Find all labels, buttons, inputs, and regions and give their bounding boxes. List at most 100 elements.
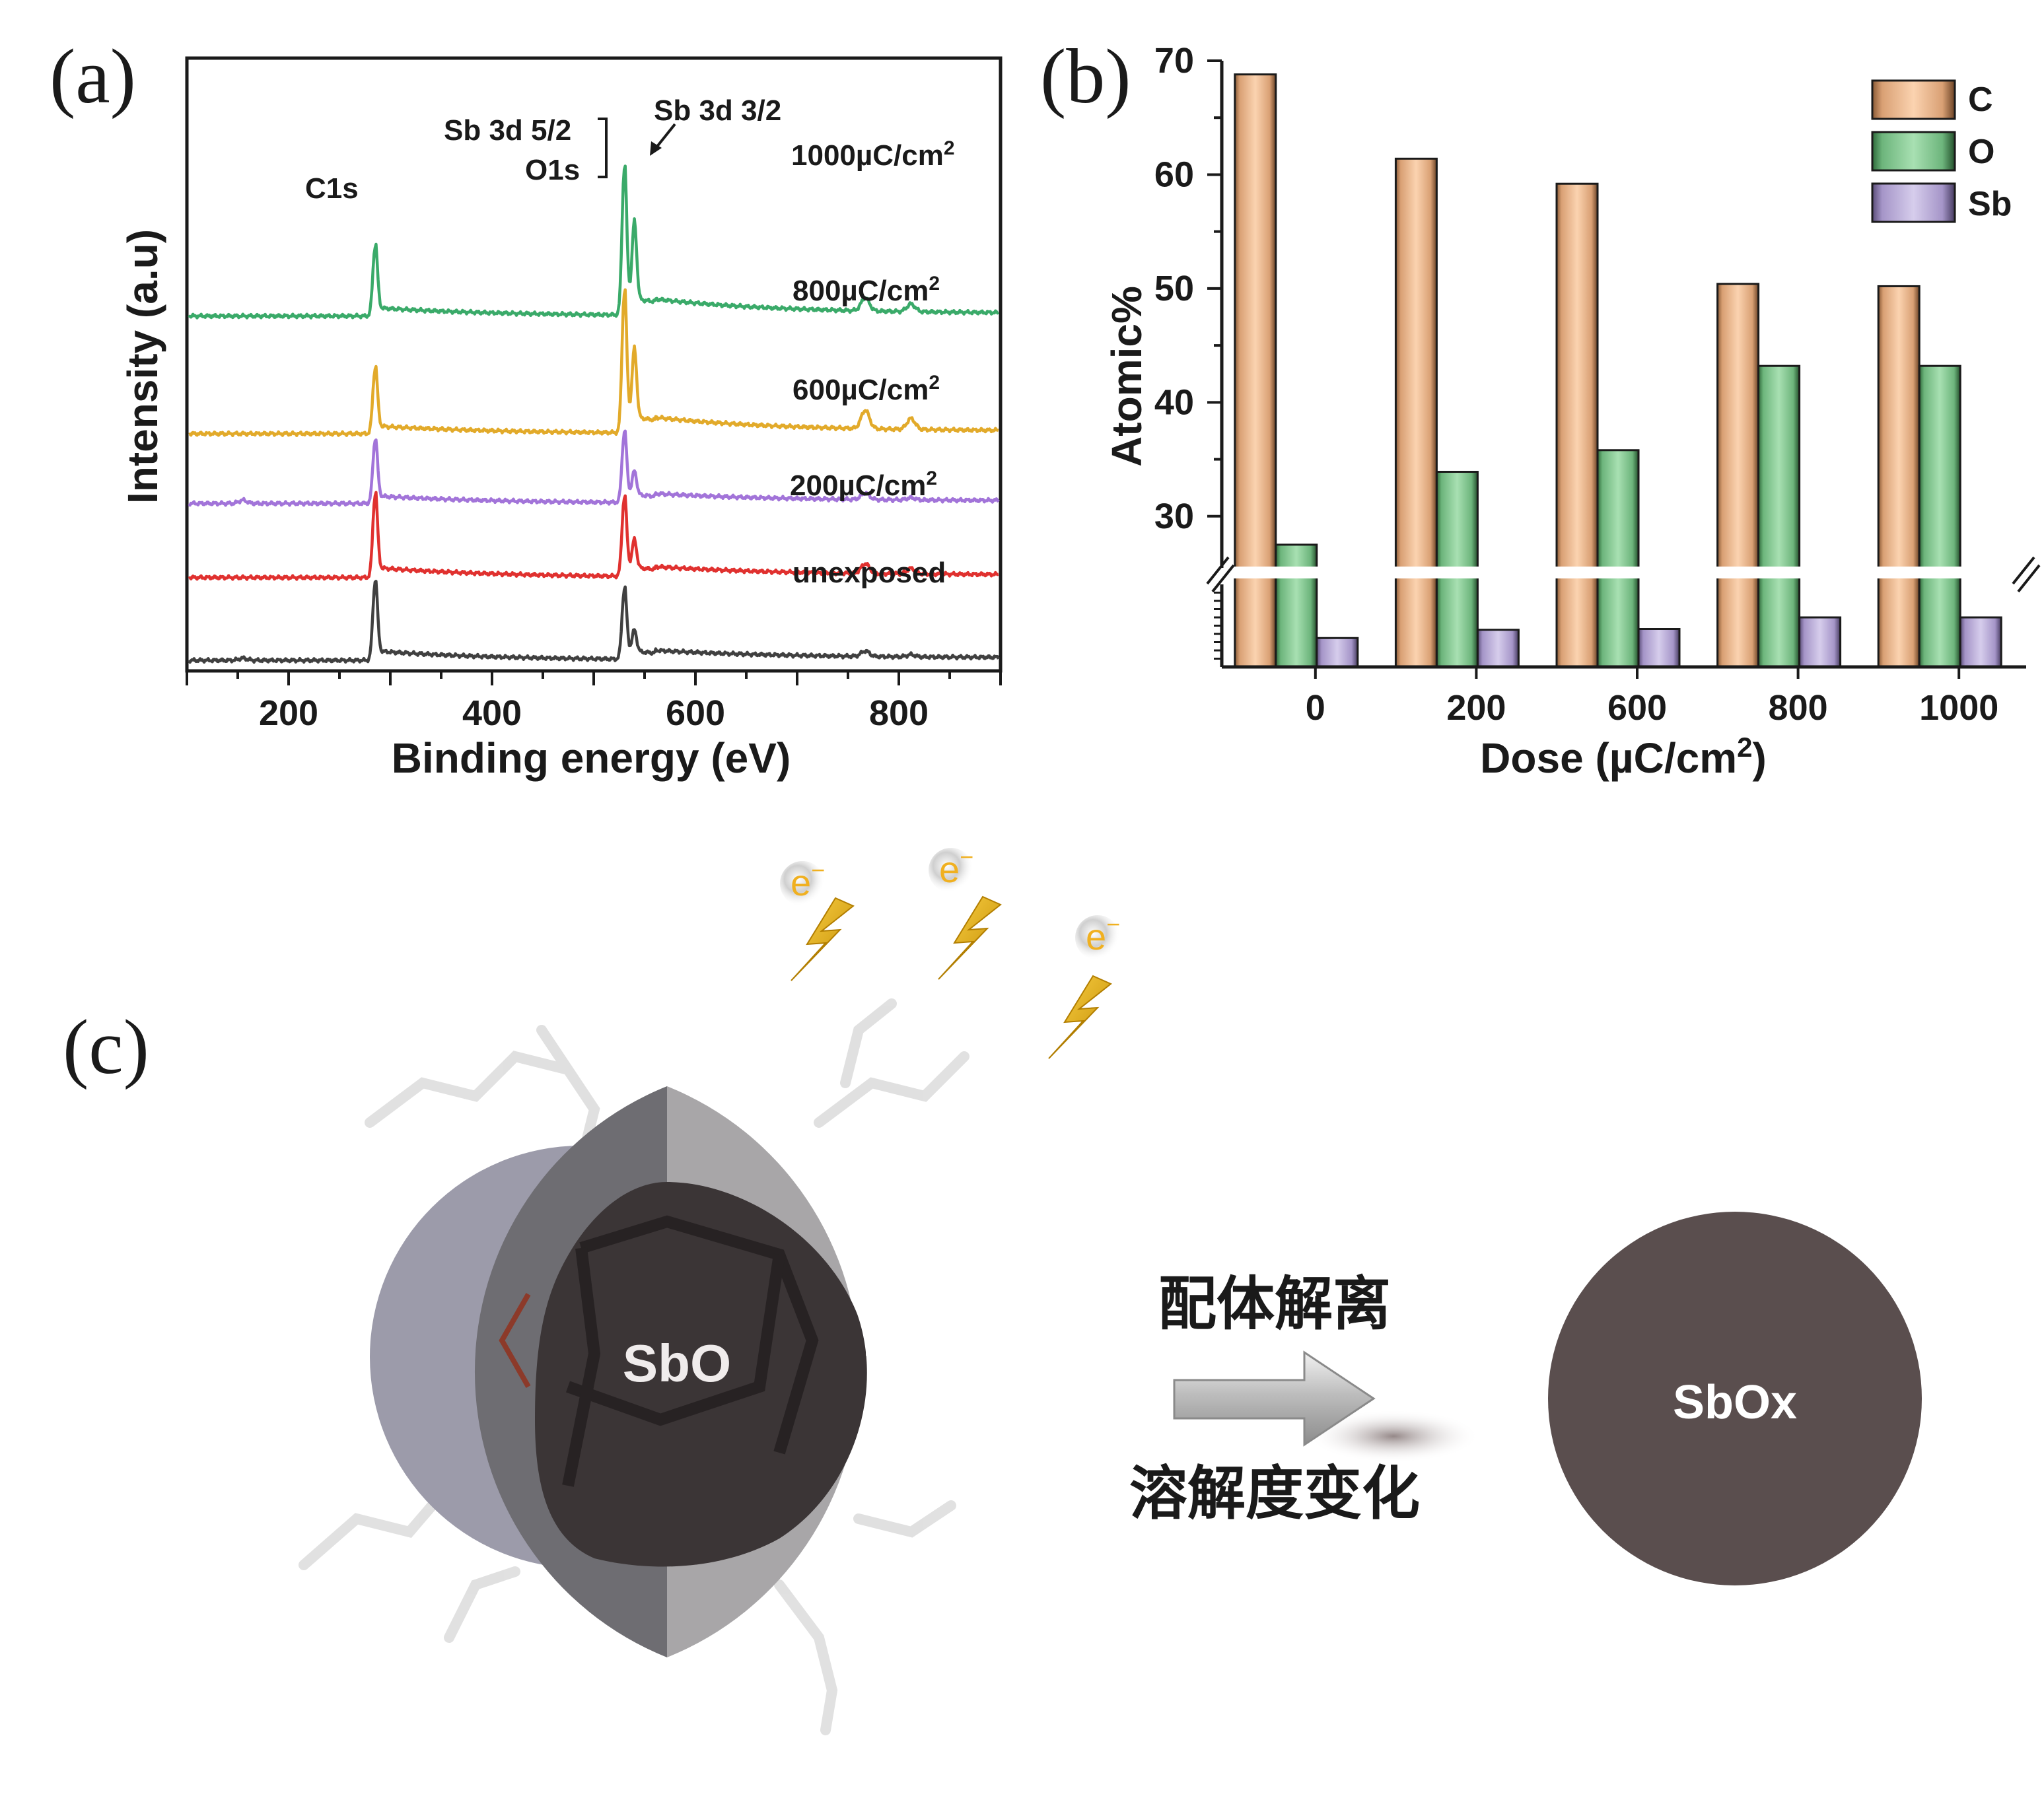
- plot-a-xtick-label: 800: [869, 693, 929, 733]
- bar-C-1000: [1877, 285, 1921, 668]
- electron-2-symbol: e−: [939, 843, 973, 890]
- plot-b-xlabel: Dose (µC/cm2): [1480, 732, 1767, 782]
- lightning-bolt-1: [791, 897, 855, 981]
- series-label-800-sup: 2: [929, 273, 940, 295]
- plot-a-xtick-label: 600: [666, 693, 725, 733]
- spectrum-d200: [188, 491, 999, 581]
- legend-label-sb: Sb: [1968, 185, 2012, 223]
- spectrum-d800: [188, 288, 999, 438]
- electron-2: e−: [929, 843, 973, 893]
- plot-a-x-axis: 200 400 600 800: [186, 671, 1002, 733]
- annotation-o1s: O1s: [525, 154, 580, 186]
- ligand-chain-5: [774, 1579, 838, 1735]
- electron-3-minus: −: [1106, 911, 1120, 938]
- ligand-molecules: [299, 998, 969, 1735]
- series-label-200-text: 200µC/cm: [790, 469, 926, 502]
- plot-b-xlabel-end: ): [1753, 734, 1767, 782]
- plot-b-xtick-label: 600: [1607, 688, 1667, 728]
- bar-C-800: [1716, 283, 1760, 668]
- core-cage-path-2: [565, 1253, 785, 1426]
- series-label-600: 600µC/cm2: [793, 372, 940, 406]
- bar-Sb-600: [1637, 628, 1681, 668]
- plot-b-ylabel: Atomic%: [1103, 286, 1150, 467]
- series-label-unexposed: unexposed: [793, 557, 946, 589]
- bar-O-1000: [1918, 364, 1961, 668]
- legend-swatch-sb: [1871, 182, 1956, 223]
- arrow-label-top: 配体解离: [1158, 1270, 1391, 1338]
- electron-2-e: e: [939, 849, 960, 890]
- sbox-particle: [1548, 1212, 1922, 1585]
- lightning-bolt-3: [1048, 975, 1112, 1059]
- bar-C-600: [1555, 182, 1599, 668]
- plot-b-xtick-label: 200: [1446, 688, 1506, 728]
- electron-2-glow: [929, 848, 973, 893]
- spectrum-unexposed: [188, 580, 1000, 664]
- bar-C-200: [1394, 157, 1438, 668]
- panel-c-label: (c): [63, 1004, 149, 1090]
- plot-b-ytick-label: 70: [1154, 41, 1194, 81]
- ligand-chain-3: [840, 998, 897, 1088]
- plot-a-ylabel: Intensity (a.u): [119, 229, 166, 504]
- arrow-shape: [1173, 1350, 1376, 1447]
- bar-Sb-1000: [1959, 616, 2002, 668]
- plot-a-xtick-label: 400: [462, 693, 522, 733]
- legend-swatch-o: [1871, 131, 1956, 172]
- nanoparticle: SbO 配体: [299, 998, 969, 1735]
- ligand-chain-1: [365, 1051, 573, 1128]
- spectrum-d1000: [188, 164, 1000, 320]
- product-particle: SbOx: [1548, 1212, 1922, 1585]
- sbo-core-label: SbO: [623, 1334, 731, 1393]
- plot-b-axes: 30 40 50 60 70 0 200 600 800 1000: [1154, 41, 2041, 728]
- bar-Sb-200: [1476, 629, 1520, 668]
- panel-b: (b) 30 40 50 60 70 0 200 600 800 1000 Atomic% Dos…: [1040, 33, 2041, 782]
- sbox-label: SbOx: [1673, 1376, 1797, 1429]
- panel-a-label: (a): [50, 33, 136, 120]
- plot-b-xtick-label: 1000: [1919, 688, 1998, 728]
- series-label-800-text: 800µC/cm: [793, 275, 929, 307]
- bar-Sb-0: [1316, 637, 1359, 668]
- plot-b-bars-group: [1222, 73, 2026, 668]
- plot-b-xlabel-sup: 2: [1737, 732, 1752, 763]
- plot-b-legend: C O Sb: [1871, 79, 2012, 223]
- ligand-label: 配体: [864, 1345, 964, 1404]
- electron-3-symbol: e−: [1086, 911, 1120, 957]
- electron-1-glow: [780, 861, 825, 906]
- series-label-600-text: 600µC/cm: [793, 374, 929, 406]
- series-label-1000: 1000µC/cm2: [791, 137, 955, 172]
- electron-1-e: e: [791, 862, 811, 903]
- annotation-sb-3d-3-2: Sb 3d 3/2: [654, 94, 781, 127]
- series-label-200: 200µC/cm2: [790, 468, 937, 502]
- plot-b-ytick-label: 40: [1154, 382, 1194, 422]
- legend-label-c: C: [1968, 81, 1993, 119]
- series-label-600-sup: 2: [929, 372, 940, 394]
- electron-2-minus: −: [960, 843, 973, 870]
- electron-3-e: e: [1086, 916, 1106, 957]
- arrow-label-bottom: 溶解度变化: [1129, 1459, 1420, 1527]
- electron-3: e−: [1075, 911, 1120, 960]
- bar-O-0: [1275, 543, 1318, 668]
- series-label-200-sup: 2: [926, 468, 937, 489]
- plot-b-xlabel-main: Dose (µC/cm: [1480, 734, 1737, 782]
- series-label-800: 800µC/cm2: [793, 273, 940, 307]
- plot-b-break-mark-left: [1206, 556, 1235, 593]
- plot-b-break-mark-right: [2012, 556, 2041, 593]
- electron-1-symbol: e−: [791, 856, 825, 903]
- series-label-1000-sup: 2: [944, 137, 955, 159]
- ligand-chain-2: [814, 1051, 969, 1128]
- plot-a-xlabel: Binding energy (eV): [392, 734, 791, 782]
- legend-swatch-c: [1871, 79, 1956, 120]
- axis-break-gap: [1222, 567, 2026, 578]
- annotation-c1s: C1s: [305, 172, 359, 205]
- plot-b-ytick-label: 30: [1154, 497, 1194, 536]
- electron-3-glow: [1075, 915, 1120, 960]
- panel-c: (c) e− e− e−: [63, 843, 1922, 1735]
- series-label-1000-text: 1000µC/cm: [791, 139, 944, 172]
- bar-Sb-800: [1798, 616, 1842, 668]
- ligand-chain-4: [299, 1480, 454, 1570]
- annotation-bracket: [598, 118, 608, 178]
- plot-a-xtick-label: 200: [259, 693, 318, 733]
- panel-b-label: (b): [1040, 33, 1131, 120]
- process-arrow: 配体解离 溶解度变化: [1129, 1270, 1479, 1527]
- spectrum-d600: [188, 429, 1000, 507]
